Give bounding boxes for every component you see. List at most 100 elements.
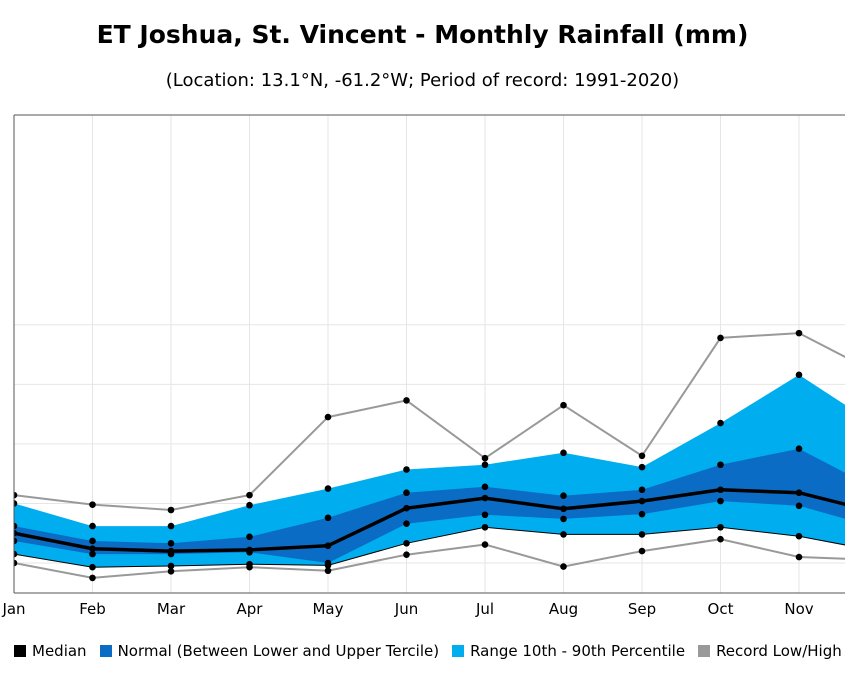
point-p10 (560, 531, 567, 538)
point-lower-tercile (560, 515, 567, 523)
legend-swatch-normal (99, 645, 112, 657)
point-lower-tercile (717, 497, 724, 505)
point-p90 (89, 522, 96, 530)
point-record-high (795, 329, 803, 337)
point-record-high (14, 491, 18, 499)
legend-swatch-record (698, 645, 711, 657)
point-record-low (14, 559, 18, 567)
line-10th-percentile (14, 526, 845, 568)
point-upper-tercile (246, 533, 253, 541)
point-record-high (324, 413, 332, 421)
point-upper-tercile (717, 461, 724, 469)
point-record-high (167, 506, 175, 514)
legend-label-range: Range 10th - 90th Percentile (470, 642, 686, 660)
x-tick-label: Jul (475, 600, 494, 618)
point-p10 (638, 531, 646, 538)
axes (13, 114, 845, 594)
point-record-high (560, 401, 567, 409)
band-10th-90th-percentile (14, 374, 845, 568)
point-p90 (638, 463, 646, 471)
point-p90 (246, 501, 253, 509)
point-record-low (481, 541, 489, 548)
point-upper-tercile (795, 445, 803, 452)
x-tick-label: Feb (79, 600, 106, 618)
point-record-low (403, 551, 410, 558)
x-tick-label: May (312, 600, 343, 618)
data-lines (14, 332, 845, 579)
point-lower-tercile (638, 510, 646, 518)
point-record-low (89, 574, 96, 582)
point-median (481, 494, 489, 502)
point-median (795, 489, 803, 497)
point-median (717, 486, 724, 494)
legend-label-median: Median (32, 642, 87, 660)
point-record-high (89, 501, 96, 508)
legend-label-normal: Normal (Between Lower and Upper Tercile) (117, 642, 440, 660)
point-upper-tercile (403, 489, 410, 497)
point-record-low (324, 567, 332, 575)
point-lower-tercile (481, 511, 489, 519)
legend-swatch-range (452, 645, 465, 657)
x-tick-label: Nov (784, 600, 813, 618)
chart-subtitle: (Location: 13.1°N, -61.2°W; Period of re… (165, 70, 680, 91)
point-p90 (717, 419, 724, 427)
point-p10 (89, 563, 96, 571)
point-median (324, 542, 332, 550)
point-median (14, 529, 18, 537)
point-record-low (638, 547, 646, 555)
point-p90 (14, 500, 18, 507)
x-tick-label: Aug (549, 600, 578, 618)
point-p90 (403, 466, 410, 473)
legend-item-normal: Normal (Between Lower and Upper Tercile) (99, 642, 440, 660)
legend-item-range: Range 10th - 90th Percentile (452, 642, 685, 660)
point-upper-tercile (14, 522, 18, 530)
x-tick-label: Mar (157, 600, 186, 618)
point-upper-tercile (167, 540, 175, 547)
point-median (89, 545, 96, 553)
point-record-high (638, 452, 646, 460)
point-lower-tercile (89, 550, 96, 558)
point-median (560, 505, 567, 513)
legend-label-record: Record Low/High (716, 642, 842, 660)
point-upper-tercile (560, 492, 567, 500)
point-record-high (717, 334, 724, 342)
x-tick-label: Jun (394, 600, 418, 618)
point-p90 (324, 485, 332, 492)
chart-title: ET Joshua, St. Vincent - Monthly Rainfal… (96, 20, 749, 49)
point-record-high (481, 454, 489, 462)
line-record-low (14, 538, 845, 579)
point-p10 (717, 523, 724, 531)
point-record-high (403, 397, 410, 404)
point-lower-tercile (403, 520, 410, 527)
point-upper-tercile (481, 483, 489, 491)
point-p10 (795, 532, 803, 540)
point-record-low (246, 563, 253, 571)
point-lower-tercile (246, 548, 253, 556)
legend-item-record: Record Low/High (698, 642, 842, 660)
x-tick-label: Sep (628, 600, 656, 618)
point-p90 (560, 449, 567, 457)
x-tick-label: Jan (1, 600, 25, 618)
x-tick-label: Apr (237, 600, 264, 618)
legend-swatch-median (14, 645, 26, 657)
chart-plot: JanFebMarAprMayJunJulAugSepOctNovDec (1, 114, 845, 618)
point-p10 (324, 562, 332, 569)
line-median (14, 488, 845, 553)
point-upper-tercile (324, 514, 332, 522)
point-lower-tercile (14, 537, 18, 545)
point-record-low (560, 563, 567, 570)
point-record-low (795, 553, 803, 561)
line-record-high (14, 332, 845, 512)
point-p10 (14, 550, 18, 558)
point-upper-tercile (89, 537, 96, 545)
point-record-low (717, 535, 724, 543)
point-lower-tercile (795, 502, 803, 510)
point-median (403, 504, 410, 512)
point-p90 (167, 522, 175, 530)
point-p90 (795, 371, 803, 379)
point-p10 (403, 540, 410, 547)
legend: Median Normal (Between Lower and Upper T… (14, 641, 845, 661)
point-record-low (167, 568, 175, 575)
x-tick-labels: JanFebMarAprMayJunJulAugSepOctNovDec (1, 600, 813, 618)
